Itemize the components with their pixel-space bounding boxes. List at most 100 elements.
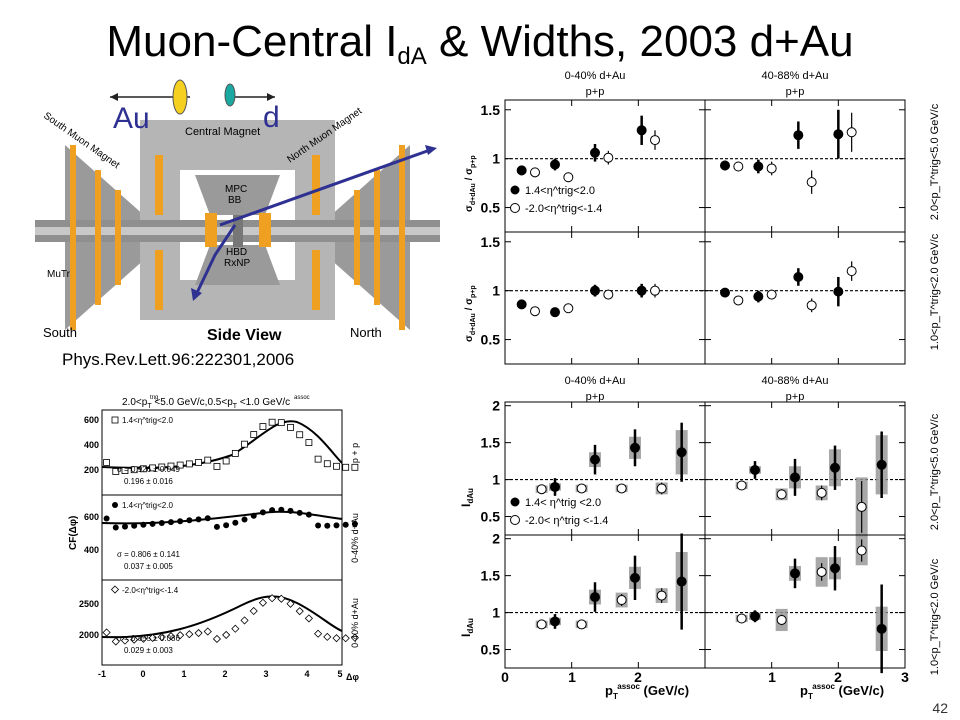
cf-point (157, 632, 166, 642)
cf-point (186, 517, 193, 524)
cf-point (314, 629, 323, 638)
bb-label: BB (228, 195, 242, 206)
cf-point (103, 459, 110, 466)
cf-fit-curve-1 (101, 420, 343, 469)
cf-legend-marker (111, 416, 119, 424)
cf-point (149, 464, 156, 472)
data-point-forward (590, 147, 600, 158)
cf-point (333, 462, 340, 470)
cf-point (333, 522, 340, 529)
cf-point (140, 521, 147, 528)
cf-point (295, 607, 304, 616)
cf-point (342, 463, 350, 471)
data-point-backward (766, 289, 777, 300)
data-point-backward (576, 619, 587, 630)
cf-point (204, 456, 212, 464)
y-tick-label: 0.5 (481, 200, 501, 216)
phenix-detector-diagram: Au d South Muon Magnet North Muon Magnet… (35, 79, 440, 344)
cf-xticks: -1 0 1 2 3 4 5 (98, 669, 343, 679)
cf-point (268, 418, 276, 426)
cf-point (194, 628, 203, 638)
side-view-label: Side View (207, 327, 282, 344)
north-label: North (350, 325, 382, 340)
data-point-forward (793, 130, 804, 141)
cf-point (351, 463, 359, 471)
row-label-2: 1.0<p_T^trig<2.0 GeV/c (929, 233, 941, 350)
cf-cw-2: 0.037 ± 0.005 (124, 562, 173, 571)
data-point-backward (736, 480, 747, 491)
cf-point (342, 521, 349, 528)
cf-point (176, 631, 185, 640)
legend-text-backward: -2.0<η^trig<-1.4 (525, 203, 602, 215)
y-tick-label: 1 (492, 151, 500, 167)
data-point-backward (530, 306, 540, 317)
data-point-forward (550, 159, 560, 170)
au-beam-icon (172, 79, 188, 115)
data-point-backward (806, 300, 817, 311)
cf-point (131, 522, 138, 529)
mid-header-left-1: 0-40% d+Au (565, 375, 626, 387)
data-point-forward (750, 464, 760, 475)
cf-ytick: 600 (84, 415, 99, 425)
cf-point (332, 634, 341, 643)
cf-point (139, 465, 147, 473)
x-tick-label: 2 (834, 669, 842, 685)
data-point-forward (833, 129, 844, 140)
data-point-backward (650, 135, 660, 146)
cf-cw-3: 0.029 ± 0.003 (124, 646, 173, 655)
cf-point (241, 440, 248, 448)
data-point-backward (603, 152, 614, 163)
cf-side-label-3: 0-40% d+Au (350, 598, 360, 648)
cf-sigma-2: σ = 0.806 ± 0.141 (117, 550, 180, 559)
data-point-backward (563, 172, 574, 183)
cf-point (296, 431, 304, 439)
x-tick-label: 2 (634, 669, 642, 685)
data-point-forward (753, 161, 764, 172)
south-label: South (43, 325, 77, 340)
panel-frame (504, 534, 706, 669)
cf-xlabel: Δφ (346, 672, 359, 682)
x-tick-label: 3 (901, 669, 909, 685)
data-point-forward (550, 481, 560, 492)
rxnp-label: RxNP (224, 258, 250, 269)
legend-text-forward: 1.4< η^trig <2.0 (525, 497, 601, 509)
cf-point (103, 515, 110, 522)
y-tick-label: 1.5 (481, 435, 501, 451)
data-point-backward (736, 613, 747, 624)
data-point-forward (516, 165, 527, 176)
cf-point (259, 509, 266, 516)
xlabel-right: pTassoc (GeV/c) (800, 682, 884, 701)
y-tick-label: 1.5 (481, 234, 501, 250)
data-point-backward (846, 266, 857, 277)
data-point-forward (750, 611, 760, 622)
d-beam-icon (224, 83, 236, 107)
cf-point (350, 633, 359, 642)
ylabel-idau-1: IdAu (459, 488, 475, 507)
title-subscript: dA (397, 43, 427, 70)
y-tick-label: 2 (492, 398, 500, 414)
x-tick-label: 0 (501, 669, 509, 685)
cf-point (102, 628, 111, 637)
cf-point (259, 423, 267, 430)
x-tick-label: 1 (568, 669, 576, 685)
cf-legend-3: -2.0<η^trig<-1.4 (122, 586, 179, 595)
data-point-backward (650, 285, 660, 296)
data-point-forward (590, 454, 600, 465)
data-point-backward (616, 483, 627, 494)
beam-d-label: d (263, 101, 280, 134)
page-number: 42 (932, 700, 948, 716)
cf-point (149, 520, 156, 527)
central-magnet-label: Central Magnet (185, 126, 260, 138)
cf-point (249, 606, 258, 616)
cf-point (232, 519, 239, 526)
chart-layer: 1.5 1 0.5 1.4<η^trig<2.0 -2.0<η^trig<-1.4 1.5… (481, 99, 909, 685)
cf-point (112, 524, 119, 531)
data-point-backward (776, 614, 787, 625)
cf-point (231, 624, 240, 633)
data-point-backward (536, 484, 547, 495)
legend-text-forward: 1.4<η^trig<2.0 (525, 185, 595, 197)
title-main: Muon-Central I (106, 17, 398, 66)
data-point-forward (516, 299, 527, 310)
row-label-1: 2.0<p_T^trig<5.0 GeV/c (929, 103, 941, 220)
cf-xtick: 5 (337, 669, 342, 679)
